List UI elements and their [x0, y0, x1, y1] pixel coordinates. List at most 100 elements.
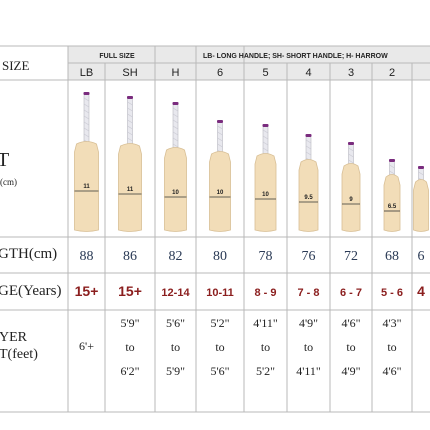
- length-value: 80: [213, 249, 227, 264]
- grip-stripe: [389, 164, 395, 169]
- column-header: 4: [305, 67, 311, 79]
- age-value: 8 - 9: [254, 287, 276, 299]
- grip-stripe: [172, 143, 179, 148]
- grip-cap: [389, 159, 395, 162]
- height-value: 4'9": [341, 364, 360, 378]
- grip-stripe: [83, 121, 90, 126]
- grip-stripe: [348, 159, 354, 164]
- grip-cap: [217, 120, 223, 123]
- grip-stripe: [305, 139, 312, 144]
- age-value: 4: [417, 283, 425, 299]
- height-range-separator: to: [171, 340, 180, 354]
- length-value: 6: [418, 249, 425, 264]
- length-value: 86: [123, 249, 137, 264]
- height-row-label-line1: YER: [0, 330, 28, 345]
- column-header: 2: [389, 67, 395, 79]
- height-value: 5'9": [120, 316, 139, 330]
- grip-stripe: [217, 143, 223, 148]
- height-value: 4'3": [382, 316, 401, 330]
- grip-stripe: [217, 137, 223, 142]
- height-value: 6'2": [120, 364, 139, 378]
- table-cells: LB 11 88 15+ 6'+ SH 11 86 15+ 5'9" to 6'2" H 10 82 12-1…: [74, 67, 429, 378]
- length-value: 68: [385, 249, 399, 264]
- cricket-bat-image: 6.5: [383, 159, 401, 232]
- cricket-bat-image: 10: [164, 102, 187, 232]
- grip-stripe: [172, 137, 179, 142]
- grip-stripe: [127, 131, 133, 136]
- length-value: 78: [259, 249, 273, 264]
- height-value: 6'+: [79, 339, 94, 353]
- grip-stripe: [83, 109, 90, 114]
- cricket-bat-image: 11: [118, 96, 142, 232]
- length-row-label: GTH(cm): [0, 246, 57, 262]
- bat-size-number: 10: [217, 190, 224, 196]
- cricket-bat-image: 9: [341, 142, 361, 232]
- age-value: 15+: [118, 283, 142, 299]
- length-value: 72: [344, 249, 358, 264]
- bat-size-number: 10: [262, 192, 269, 198]
- age-value: 7 - 8: [297, 287, 319, 299]
- grip-stripe: [172, 113, 179, 118]
- bat-blade: [254, 153, 277, 232]
- grip-cap: [305, 134, 312, 137]
- age-value: 12-14: [161, 287, 190, 299]
- bat-size-number: 6.5: [388, 204, 397, 210]
- grip-stripe: [172, 107, 179, 112]
- bat-blade: [298, 159, 319, 232]
- grip-stripe: [83, 97, 90, 102]
- grip-stripe: [262, 135, 269, 140]
- grip-stripe: [305, 151, 312, 156]
- grip-stripe: [418, 171, 424, 176]
- grip-stripe: [83, 115, 90, 120]
- height-value: 5'2": [256, 364, 275, 378]
- height-value: 5'9": [166, 364, 185, 378]
- grip-stripe: [217, 125, 223, 130]
- height-range-separator: to: [261, 340, 270, 354]
- grip-stripe: [389, 170, 395, 175]
- grip-stripe: [127, 137, 133, 142]
- grip-stripe: [127, 101, 133, 106]
- bat-blade: [383, 174, 401, 232]
- grip-stripe: [127, 125, 133, 130]
- grip-stripe: [127, 119, 133, 124]
- column-header: 6: [217, 67, 223, 79]
- bat-blade: [341, 163, 361, 232]
- height-range-separator: to: [215, 340, 224, 354]
- size-row-label: SIZE: [2, 58, 30, 73]
- column-header: LB: [80, 67, 93, 79]
- grip-cap: [127, 96, 133, 99]
- grip-stripe: [127, 113, 133, 118]
- bat-blade: [74, 141, 99, 232]
- height-range-separator: to: [304, 340, 313, 354]
- bat-handle: [127, 97, 133, 151]
- grip-stripe: [83, 127, 90, 132]
- height-value: 4'11": [253, 316, 278, 330]
- cricket-bat-image: [413, 166, 429, 232]
- age-value: 15+: [75, 283, 99, 299]
- height-range-separator: to: [387, 340, 396, 354]
- length-value: 82: [169, 249, 183, 264]
- height-value: 5'2": [210, 316, 229, 330]
- grip-stripe: [262, 147, 269, 152]
- full-size-label: FULL SIZE: [99, 53, 135, 60]
- column-header: SH: [122, 67, 137, 79]
- column-header: 5: [262, 67, 268, 79]
- grip-stripe: [305, 145, 312, 150]
- bat-blade: [164, 147, 187, 232]
- bat-size-number: 10: [172, 190, 179, 196]
- grip-stripe: [262, 141, 269, 146]
- grip-stripe: [83, 133, 90, 138]
- grip-stripe: [172, 131, 179, 136]
- bat-blade: [209, 151, 231, 232]
- grip-cap: [172, 102, 179, 105]
- bat-size-number: 11: [83, 184, 90, 190]
- height-row-label-line2: T(feet): [0, 347, 38, 362]
- grip-cap: [418, 166, 424, 169]
- bat-size-number: 11: [127, 187, 134, 193]
- grip-stripe: [217, 131, 223, 136]
- height-range-separator: to: [346, 340, 355, 354]
- grip-cap: [262, 124, 269, 127]
- cricket-bat-image: 11: [74, 92, 99, 232]
- cricket-bat-image: 10: [254, 124, 277, 232]
